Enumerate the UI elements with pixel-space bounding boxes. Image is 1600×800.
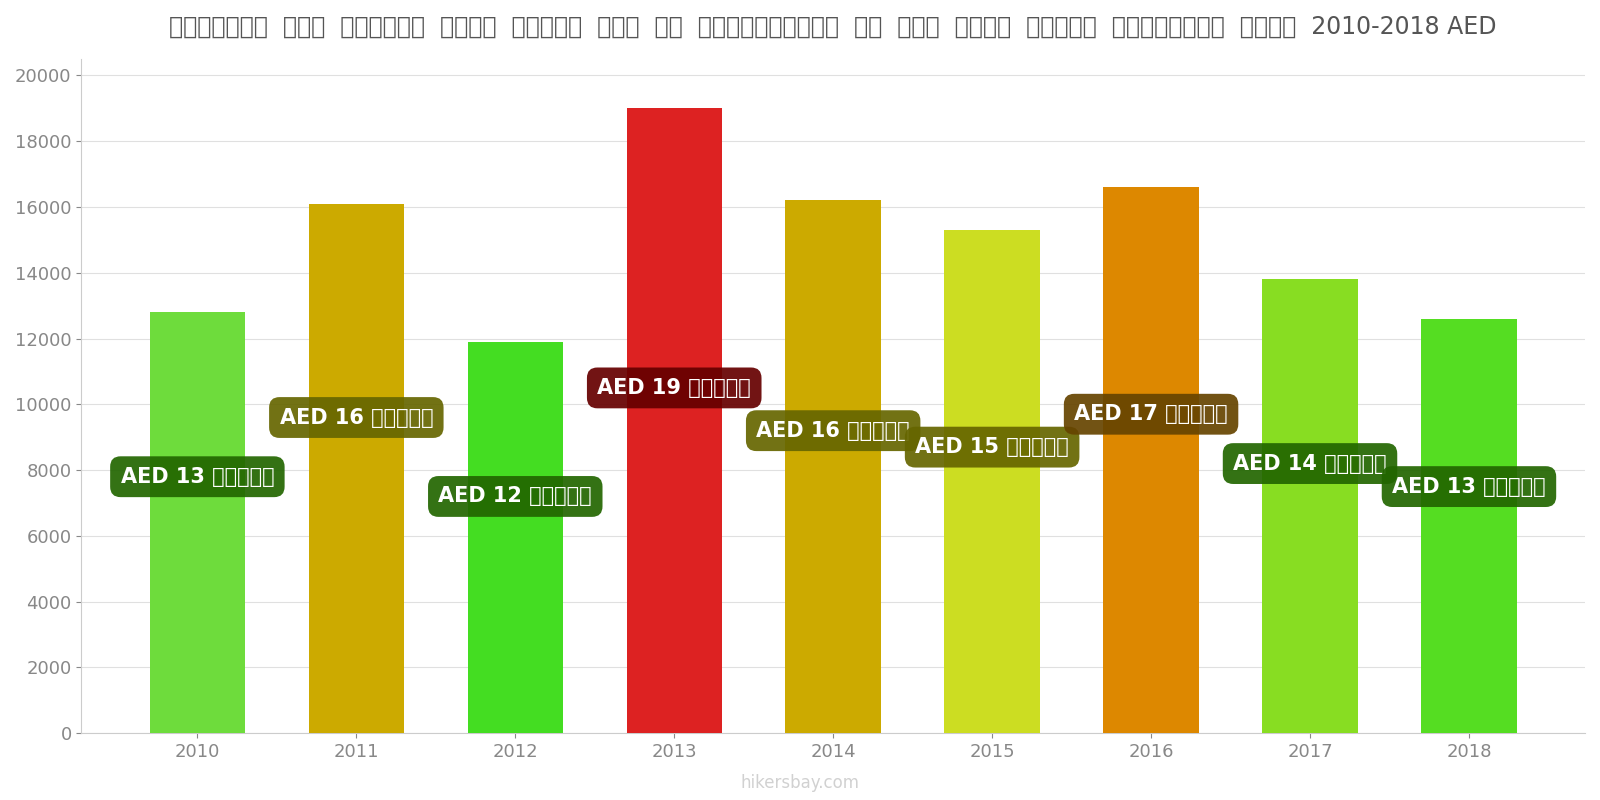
Text: AED 15 हज़ार: AED 15 हज़ार	[915, 437, 1069, 457]
Text: AED 16 हज़ार: AED 16 हज़ार	[280, 407, 434, 427]
Text: AED 16 हज़ार: AED 16 हज़ार	[757, 421, 910, 441]
Text: AED 14 हज़ार: AED 14 हज़ार	[1234, 454, 1387, 474]
Text: AED 12 हज़ार: AED 12 हज़ार	[438, 486, 592, 506]
Text: AED 13 हज़ार: AED 13 हज़ार	[120, 466, 274, 486]
Bar	[944, 230, 1040, 734]
Bar	[150, 312, 245, 734]
Text: hikersbay.com: hikersbay.com	[741, 774, 859, 792]
Bar	[1104, 187, 1198, 734]
Title: संयुक्त  अरब  अमीरात  सिटी  सेंटर  में  एक  अपार्टमेंट  के  लिए  कीमत  प्रति  स्: संयुक्त अरब अमीरात सिटी सेंटर में एक अपा…	[170, 15, 1498, 39]
Text: AED 13 हज़ार: AED 13 हज़ार	[1392, 477, 1546, 497]
Bar	[467, 342, 563, 734]
Text: AED 19 हज़ार: AED 19 हज़ार	[597, 378, 750, 398]
Bar	[309, 204, 405, 734]
Bar	[1262, 279, 1358, 734]
Bar	[786, 201, 882, 734]
Bar	[627, 108, 722, 734]
Text: AED 17 हज़ार: AED 17 हज़ार	[1074, 404, 1227, 424]
Bar	[1421, 319, 1517, 734]
